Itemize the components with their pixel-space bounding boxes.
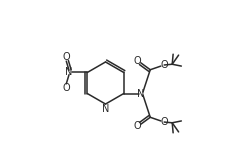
Text: N: N	[102, 104, 109, 114]
Text: N: N	[65, 68, 73, 78]
Text: N: N	[137, 88, 145, 98]
Text: O: O	[62, 83, 70, 93]
Text: O: O	[134, 56, 141, 66]
Text: O: O	[160, 117, 168, 127]
Text: O: O	[160, 60, 168, 70]
Text: O: O	[62, 52, 70, 62]
Text: O: O	[134, 122, 141, 131]
